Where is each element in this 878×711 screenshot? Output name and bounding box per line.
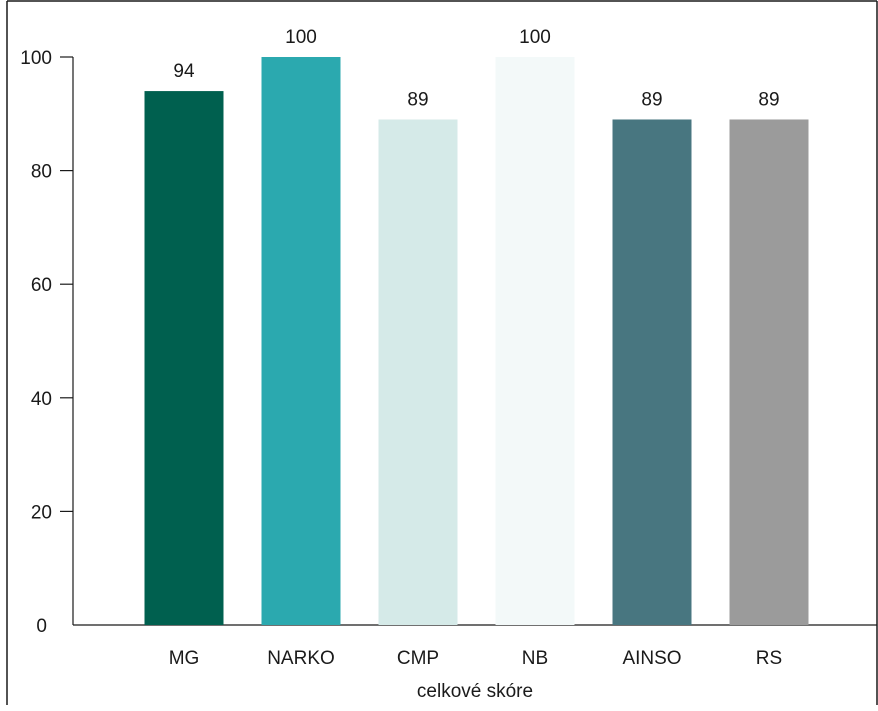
data-label-narko: 100 (285, 27, 317, 48)
data-labels-group: 94 100 89 100 89 89 (173, 27, 779, 110)
bars-group (144, 57, 809, 625)
y-tick-label: 80 (31, 162, 52, 183)
x-tick-label-mg: MG (169, 648, 200, 669)
data-label-mg: 94 (173, 61, 195, 82)
bar-rs (729, 119, 809, 625)
y-tick-label: 60 (31, 275, 52, 296)
x-tick-label-ainso: AINSO (622, 648, 681, 669)
data-label-ainso: 89 (641, 89, 662, 110)
y-tick-label: 0 (36, 616, 47, 637)
y-tick-label: 100 (20, 48, 52, 69)
bar-nb (495, 57, 575, 625)
y-tick-label: 40 (31, 389, 52, 410)
bar-cmp (378, 119, 458, 625)
bar-narko (261, 57, 341, 625)
data-label-nb: 100 (519, 27, 551, 48)
x-axis-tick-labels: MG NARKO CMP NB AINSO RS (169, 648, 783, 669)
data-label-rs: 89 (758, 89, 779, 110)
bar-mg (144, 91, 224, 625)
y-axis-ticks: 0 20 40 60 80 100 (20, 48, 73, 637)
x-tick-label-cmp: CMP (397, 648, 439, 669)
x-axis-title: celkové skóre (417, 681, 533, 702)
bar-ainso (612, 119, 692, 625)
x-tick-label-nb: NB (522, 648, 548, 669)
data-label-cmp: 89 (407, 89, 428, 110)
x-tick-label-rs: RS (756, 648, 782, 669)
x-tick-label-narko: NARKO (267, 648, 335, 669)
y-tick-label: 20 (31, 502, 52, 523)
